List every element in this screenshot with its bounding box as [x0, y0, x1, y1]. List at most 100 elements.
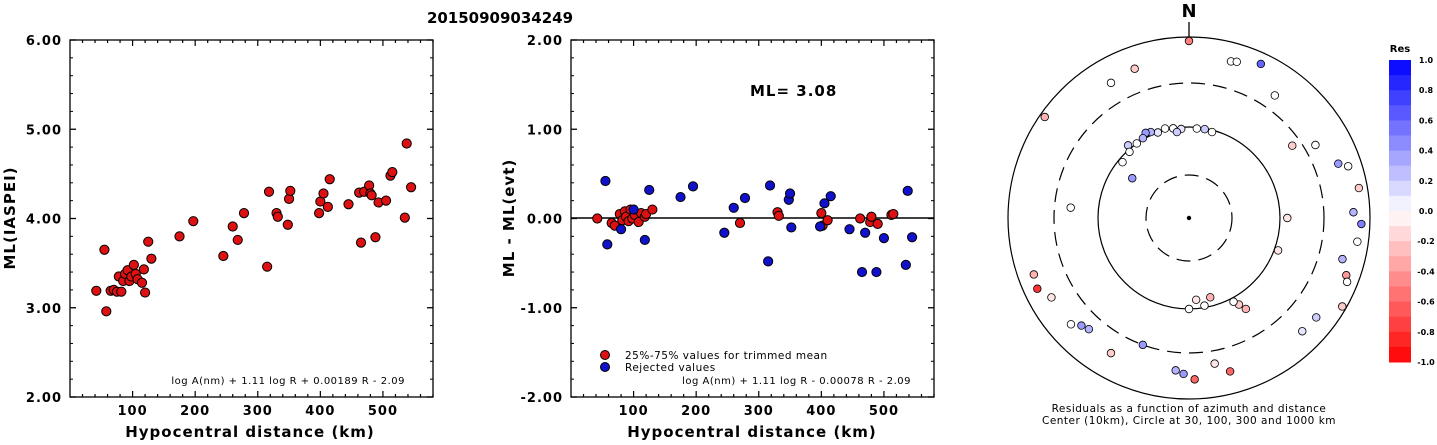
residual-point: [1106, 78, 1116, 88]
data-point: [343, 199, 354, 210]
data-point: [262, 261, 273, 272]
colorbar-ticks: 1.0 0.8 0.6 0.4 0.2 0.0 -0.2 -0.4 -0.6 -0.8 -1.0: [1417, 56, 1435, 367]
rejected-point: [687, 181, 699, 192]
panel-ml-residual: -2.00 -1.00 0.00 1.00 2.00 100 200 300 400 500 M…: [500, 34, 935, 441]
trimmed-mean-point: [855, 213, 866, 224]
data-point: [272, 211, 283, 222]
rejected-point: [784, 188, 796, 199]
colorbar-tick-label: -0.6: [1417, 298, 1435, 307]
data-point: [174, 231, 185, 242]
ring-30km: [1145, 174, 1233, 262]
y-tick-label: 1.00: [527, 123, 563, 138]
rejected-point: [728, 202, 739, 213]
x-tick-label: 200: [681, 404, 711, 419]
colorbar-cell: [1389, 60, 1411, 76]
rejected-point: [764, 180, 776, 191]
center-dot: [1186, 215, 1192, 221]
data-point: [313, 208, 325, 219]
formula-annotation: log A(nm) + 1.11 log R - 0.00078 R - 2.0…: [682, 376, 911, 387]
residual-point: [1270, 91, 1280, 100]
colorbar-tick-label: 0.0: [1419, 207, 1434, 216]
rejected-point: [719, 227, 730, 238]
y-axis-label: ML - ML(evt): [500, 159, 518, 277]
ml-value-label: ML= 3.08: [750, 82, 837, 100]
colorbar-tick-label: -0.2: [1417, 237, 1435, 246]
legend-marker-trimmed-mean: [600, 350, 610, 360]
y-axis-ticks: -2.00 -1.00 0.00 1.00 2.00: [521, 34, 934, 406]
colorbar-cell: [1389, 135, 1411, 152]
residual-point: [1273, 246, 1283, 255]
residual-point: [1138, 340, 1148, 350]
residual-point: [1132, 139, 1142, 148]
rejected-point: [878, 233, 890, 244]
residual-point: [1241, 304, 1251, 314]
colorbar-tick-label: -1.0: [1417, 358, 1435, 367]
residual-point: [1029, 270, 1039, 279]
rejected-point: [871, 266, 882, 278]
trimmed-mean-point: [872, 218, 883, 229]
rejected-point: [906, 232, 918, 243]
data-point: [380, 195, 392, 206]
y-axis-label: ML(IASPEI): [1, 166, 19, 269]
colorbar-cell: [1389, 165, 1411, 182]
rejected-point: [814, 221, 826, 232]
residual-point: [1311, 140, 1320, 150]
legend: 25%-75% values for trimmed mean Rejected…: [600, 350, 828, 374]
formula-annotation: log A(nm) + 1.11 log R + 0.00189 R - 2.0…: [171, 376, 405, 387]
residual-point: [1207, 127, 1217, 137]
residual-point: [1033, 284, 1042, 293]
residual-point: [1349, 208, 1358, 217]
colorbar-cell: [1389, 211, 1411, 227]
residual-point: [1200, 124, 1209, 134]
caption-line-2: Center (10km), Circle at 30, 100, 300 an…: [1042, 415, 1336, 427]
colorbar: Res 1.0 0.8 0.6 0.4 0.2 0.0 -0.2 -0.4 -0.6 -0.8 -1…: [1389, 44, 1435, 367]
x-axis-label: Hypocentral distance (km): [125, 423, 375, 441]
data-point: [387, 166, 398, 178]
colorbar-cell: [1389, 316, 1411, 333]
data-point: [99, 244, 110, 255]
residual-point: [1066, 203, 1075, 212]
data-points: [91, 138, 417, 317]
residual-point: [1084, 324, 1094, 334]
residual-point: [1200, 301, 1209, 310]
residual-point: [1342, 277, 1352, 287]
data-point: [232, 234, 243, 246]
rejected-point: [628, 204, 639, 215]
colorbar-cell: [1389, 150, 1411, 167]
data-point: [285, 185, 296, 196]
colorbar-cells: [1389, 60, 1411, 363]
residual-point: [1047, 293, 1056, 302]
residual-point: [1138, 133, 1148, 143]
rejected-point: [860, 227, 871, 238]
colorbar-tick-label: 0.8: [1419, 86, 1434, 95]
colorbar-cell: [1389, 120, 1411, 136]
rejected-point: [602, 239, 613, 250]
colorbar-cell: [1389, 241, 1411, 257]
residual-point: [1130, 64, 1139, 73]
data-point: [91, 285, 102, 296]
colorbar-tick-label: -0.8: [1417, 328, 1435, 337]
y-tick-label: 5.00: [26, 123, 62, 138]
colorbar-tick-label: 0.4: [1419, 147, 1434, 156]
panel-ml-iaspei: 2.00 3.00 4.00 5.00 6.00 100 200 300 400 500 log…: [1, 34, 434, 441]
legend-label-trimmed-mean: 25%-75% values for trimmed mean: [625, 350, 828, 362]
trimmed-mean-point: [592, 213, 603, 224]
colorbar-cell: [1389, 195, 1411, 212]
x-tick-label: 300: [744, 404, 774, 419]
colorbar-cell: [1389, 180, 1411, 197]
data-point: [116, 286, 127, 297]
data-point: [101, 306, 112, 317]
x-axis-ticks: 100 200 300 400 500: [582, 40, 935, 419]
caption-line-1: Residuals as a function of azimuth and d…: [1052, 403, 1327, 415]
colorbar-cell: [1389, 301, 1411, 318]
colorbar-cell: [1389, 286, 1411, 303]
colorbar-title: Res: [1390, 44, 1410, 55]
data-point: [136, 277, 148, 288]
y-tick-label: 6.00: [26, 34, 62, 49]
plot-frame: [69, 39, 434, 398]
residual-points: [1029, 36, 1366, 384]
residual-point: [1225, 367, 1235, 376]
rejected-point: [615, 224, 627, 235]
x-tick-label: 100: [619, 404, 649, 419]
trimmed-mean-point: [773, 210, 784, 221]
